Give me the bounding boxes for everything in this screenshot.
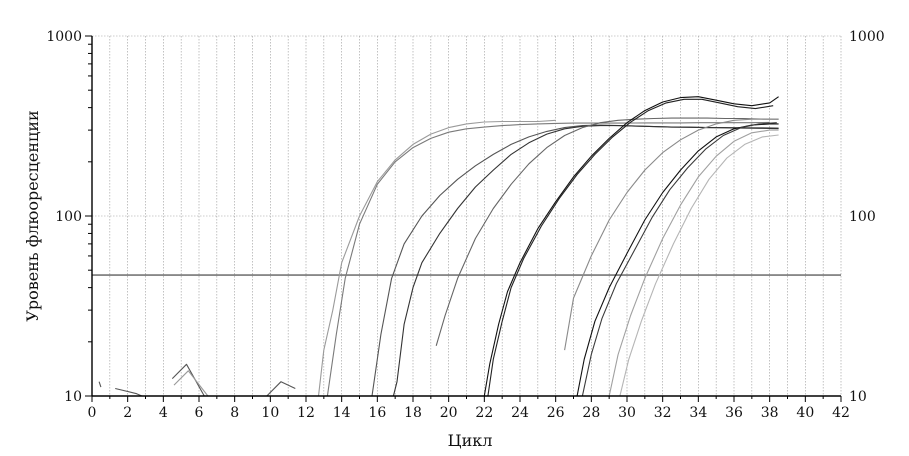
x-tick-label: 40 — [796, 405, 814, 421]
amplification-curve-2 — [326, 121, 770, 397]
x-tick-label: 0 — [88, 405, 97, 421]
x-tick-label: 18 — [404, 405, 422, 421]
x-tick-label: 34 — [689, 405, 707, 421]
amplification-curve-15 — [266, 381, 296, 397]
x-tick-label: 22 — [475, 405, 493, 421]
x-tick-label: 20 — [440, 405, 458, 421]
amplification-curve-5 — [435, 117, 779, 346]
x-tick-label: 16 — [368, 405, 386, 421]
y-right-tick-label: 1000 — [849, 29, 885, 45]
x-tick-label: 42 — [832, 405, 850, 421]
x-tick-label: 24 — [511, 405, 529, 421]
x-tick-label: 30 — [618, 405, 636, 421]
amplification-curve-16 — [98, 381, 102, 388]
amplification-curve-11 — [608, 129, 779, 397]
amplification-curve-17 — [115, 387, 143, 397]
x-tick-label: 14 — [333, 405, 351, 421]
amplification-curve-10 — [581, 122, 777, 397]
y-right-tick-label: 10 — [849, 389, 867, 405]
y-left-tick-label: 1000 — [46, 29, 82, 45]
amplification-curve-7 — [487, 98, 774, 397]
amplification-curve-13 — [171, 363, 205, 397]
amplification-curve-3 — [371, 124, 779, 397]
x-axis-title: Цикл — [448, 431, 493, 450]
amplification-curve-14 — [173, 370, 209, 397]
x-tick-label: 26 — [547, 405, 565, 421]
x-tick-label: 2 — [123, 405, 132, 421]
y-left-tick-label: 100 — [55, 209, 82, 225]
x-tick-label: 32 — [654, 405, 672, 421]
series-lines — [98, 96, 779, 397]
y-right-tick-label: 100 — [849, 209, 876, 225]
axes — [85, 35, 842, 402]
x-tick-label: 38 — [761, 405, 779, 421]
amplification-curve-1 — [317, 119, 556, 397]
grid-lines — [92, 35, 842, 396]
x-tick-label: 10 — [261, 405, 279, 421]
x-tick-label: 36 — [725, 405, 743, 421]
y-left-tick-label: 10 — [64, 389, 82, 405]
amplification-curve-6 — [483, 96, 779, 397]
amplification-curve-12 — [619, 134, 779, 397]
amplification-curve-8 — [564, 118, 779, 351]
amplification-curve-4 — [392, 125, 779, 397]
amplification-curve-9 — [576, 123, 779, 397]
x-tick-label: 12 — [297, 405, 315, 421]
x-tick-label: 6 — [195, 405, 204, 421]
x-tick-label: 8 — [230, 405, 239, 421]
x-tick-label: 28 — [582, 405, 600, 421]
y-axis-title: Уровень флюоресценции — [23, 110, 42, 321]
tick-labels: 0 2 4 6 8 10 12 14 16 18 20 22 24 26 28 30 32 34 36 38 40 421… — [46, 29, 884, 421]
x-tick-label: 4 — [159, 405, 168, 421]
